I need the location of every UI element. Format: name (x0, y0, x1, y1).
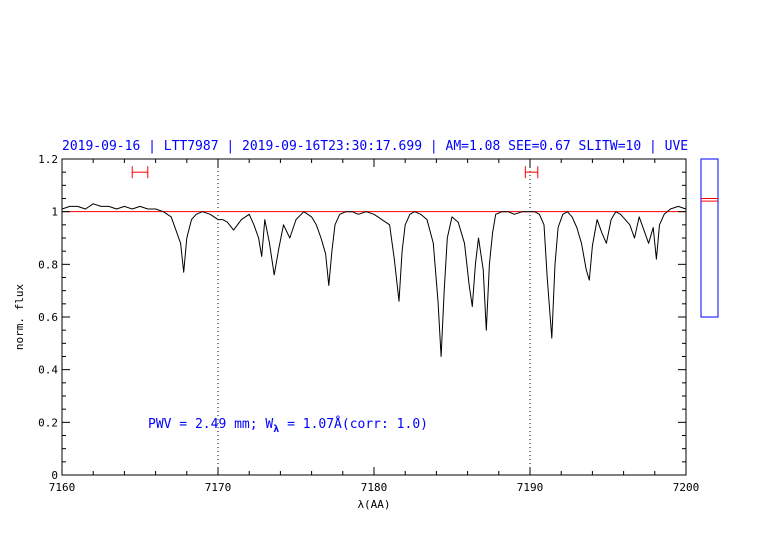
x-tick-label: 7180 (361, 481, 388, 494)
y-tick-label: 1 (51, 206, 58, 219)
spectrum-series-line (61, 203, 687, 357)
pwv-annotation-subscript: λ (273, 424, 279, 435)
chart-title: 2019-09-16 | LTT7987 | 2019-09-16T23:30:… (62, 139, 688, 154)
y-tick-label: 0.8 (38, 258, 58, 271)
y-tick-label: 1.2 (38, 153, 58, 166)
y-tick-label: 0 (51, 469, 58, 482)
y-tick-label: 0.6 (38, 311, 58, 324)
pwv-annotation: PWV = 2.49 mm; Wλ = 1.07Å(corr: 1.0) (148, 416, 428, 435)
y-axis-label: norm. flux (13, 284, 26, 351)
side-panel-frame (700, 158, 719, 318)
x-tick-label: 7200 (673, 481, 700, 494)
x-tick-label: 7190 (517, 481, 544, 494)
pwv-annotation-prefix: PWV = 2.49 mm; W (148, 417, 273, 432)
pwv-annotation-suffix: = 1.07Å(corr: 1.0) (279, 416, 428, 432)
y-tick-label: 0.2 (38, 416, 58, 429)
x-tick-label: 7160 (49, 481, 76, 494)
x-tick-label: 7170 (205, 481, 232, 494)
y-tick-label: 0.4 (38, 364, 58, 377)
x-axis-label: λ(AA) (357, 498, 390, 511)
